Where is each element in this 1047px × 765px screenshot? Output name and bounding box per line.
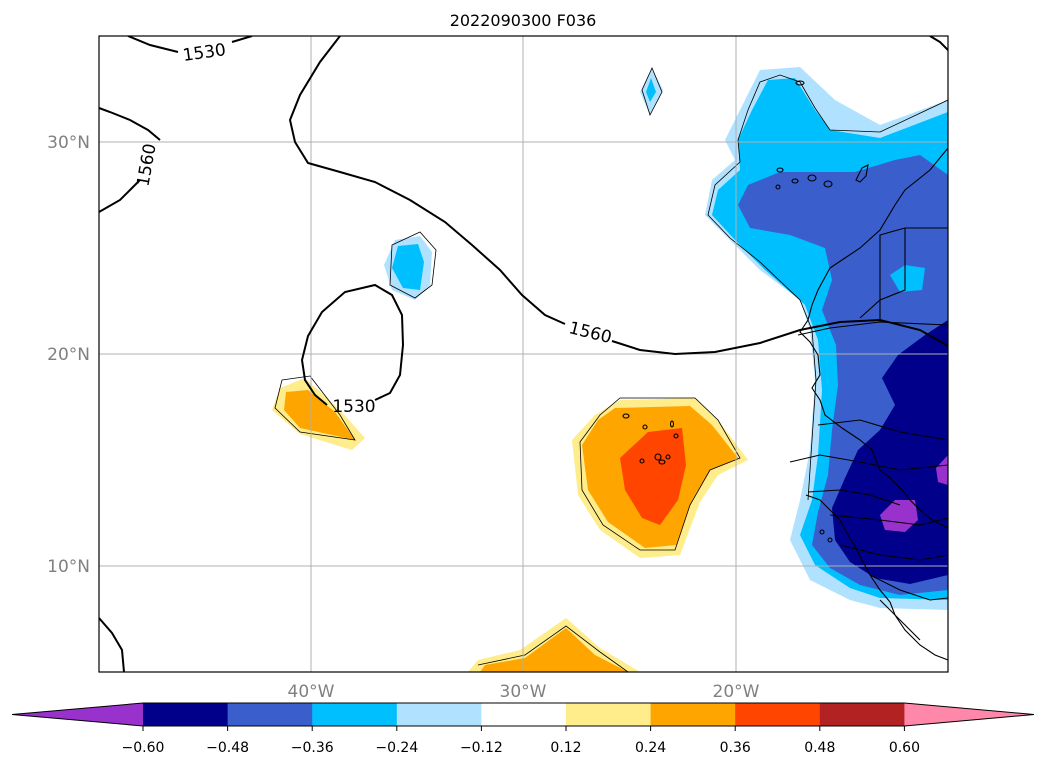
colorbar-tick-label: −0.12 xyxy=(460,740,503,756)
island xyxy=(642,424,648,430)
border-6 xyxy=(807,489,901,506)
island xyxy=(658,459,666,465)
outline-blob-a xyxy=(389,231,437,299)
island xyxy=(673,433,679,439)
outline-blob-b xyxy=(641,66,663,117)
shade-neg-024-pocket xyxy=(890,265,925,292)
shade-pos-036-cv xyxy=(620,428,686,525)
border-3 xyxy=(859,228,906,319)
island xyxy=(855,164,869,183)
shade-neg-024-blob-b xyxy=(646,78,656,102)
colorbar-segment xyxy=(312,703,398,726)
colorbar-tick-label: 0.48 xyxy=(804,740,835,756)
colorbar-tick-label: −0.36 xyxy=(291,740,334,756)
colorbar-segment xyxy=(735,703,821,726)
colorbar-extend-low xyxy=(12,703,143,726)
height-contours xyxy=(99,36,948,672)
outline-west xyxy=(274,375,356,441)
coastlines xyxy=(622,80,948,661)
border-8 xyxy=(839,544,948,561)
lat-label-10n: 10°N xyxy=(47,557,90,577)
lat-labels: 30°N 20°N 10°N xyxy=(47,133,90,577)
contour-ne-corner xyxy=(929,36,948,51)
colorbar-tick-label: 0.24 xyxy=(635,740,666,756)
island xyxy=(622,413,630,419)
lat-label-30n: 30°N xyxy=(47,133,90,153)
lon-label-40w: 40°W xyxy=(288,682,335,702)
island xyxy=(775,184,781,190)
plot-title: 2022090300 F036 xyxy=(450,11,597,30)
contour-label: 1560 xyxy=(567,318,614,348)
colorbar-tick-label: −0.24 xyxy=(375,740,418,756)
outline-cv xyxy=(579,397,741,551)
colorbar-segment xyxy=(143,703,229,726)
shade-pos-024-south xyxy=(480,628,628,672)
shade-neg-024-blob-a xyxy=(392,244,424,290)
contour-labels: 1530 1560 1530 1560 xyxy=(133,40,613,417)
island xyxy=(827,537,833,543)
contour-1560-west xyxy=(99,179,141,213)
shading-layer xyxy=(272,67,948,672)
colorbar-segment xyxy=(481,703,567,726)
island xyxy=(669,420,675,428)
island xyxy=(795,80,805,86)
africa-coastline xyxy=(799,147,948,529)
island xyxy=(823,180,833,188)
lon-label-20w: 20°W xyxy=(713,682,760,702)
colorbar-segment xyxy=(227,703,313,726)
border-7 xyxy=(829,514,948,526)
contour-1560-west-b xyxy=(99,107,161,141)
colorbar-extend-high xyxy=(904,703,1034,726)
lon-label-30w: 30°W xyxy=(500,682,547,702)
colorbar-segment xyxy=(396,703,482,726)
border-5 xyxy=(789,454,948,471)
contour-1530-sw xyxy=(99,617,125,672)
contour-1530-top xyxy=(127,36,179,53)
border-2 xyxy=(879,227,948,322)
border-1 xyxy=(797,321,948,336)
colorbar-segment xyxy=(566,703,652,726)
contour-1530-closed xyxy=(300,283,405,406)
shade-pos-024-west xyxy=(284,390,355,440)
colorbar-tick-label: 0.12 xyxy=(550,740,581,756)
map-frame xyxy=(98,35,949,673)
island xyxy=(639,458,645,464)
island xyxy=(654,453,662,461)
colorbar-tick-label: −0.60 xyxy=(122,740,165,756)
colorbar-segment xyxy=(650,703,736,726)
lat-label-20n: 20°N xyxy=(47,345,90,365)
colorbar-segment xyxy=(819,703,905,726)
outline-africa xyxy=(707,74,948,501)
contour-label: 1530 xyxy=(181,40,227,66)
lon-labels: 40°W 30°W 20°W xyxy=(288,682,760,702)
border-10 xyxy=(879,599,921,641)
shade-neg-060-africa-b xyxy=(936,455,948,485)
island xyxy=(776,167,784,173)
shade-outline-layer xyxy=(274,66,948,672)
contour-1530-top-b xyxy=(231,36,253,43)
colorbar-tick-label: 0.36 xyxy=(720,740,751,756)
colorbar: −0.60 −0.48 −0.36 −0.24 −0.12 0.12 0.24 0.36 0.4… xyxy=(11,702,1035,756)
outline-south xyxy=(477,625,629,672)
contour-1560-main-b xyxy=(611,318,948,356)
gridlines xyxy=(99,36,948,672)
contour-label: 1530 xyxy=(332,397,375,417)
map-area: 1530 1560 1530 1560 xyxy=(99,36,948,672)
island xyxy=(665,454,671,460)
contour-1560-main xyxy=(288,36,566,325)
island xyxy=(807,174,817,182)
colorbar-tick-label: 0.60 xyxy=(889,740,920,756)
border-9 xyxy=(869,574,948,601)
colorbar-tick-label: −0.48 xyxy=(206,740,249,756)
border-4 xyxy=(817,419,948,441)
contour-label: 1560 xyxy=(133,142,160,188)
island xyxy=(791,178,799,184)
island xyxy=(819,529,825,535)
